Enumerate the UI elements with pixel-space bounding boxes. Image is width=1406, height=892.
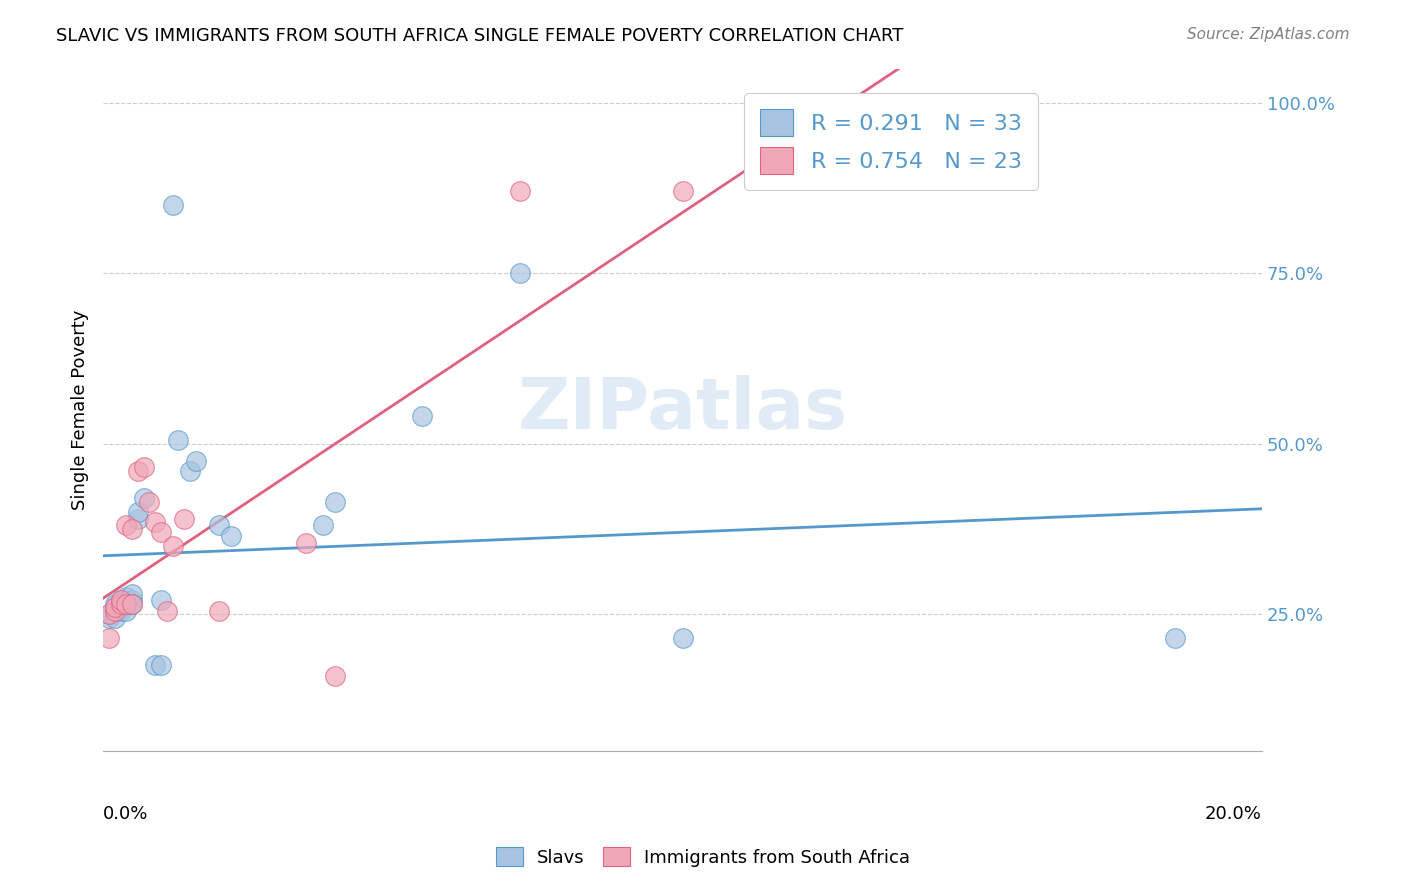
Point [121,522,143,536]
Point [138,494,160,508]
Point [110,593,132,607]
Point [110,604,132,618]
Point [104,610,127,624]
Point [110,597,132,611]
Point [208,518,231,533]
Point [104,600,127,615]
Point [104,600,127,615]
Point [104,604,127,618]
Point [173,511,195,525]
Text: 0.0%: 0.0% [103,805,149,823]
Y-axis label: Single Female Poverty: Single Female Poverty [72,310,89,509]
Point [295,535,318,549]
Point [671,631,693,645]
Point [509,184,531,198]
Point [150,593,173,607]
Point [121,597,143,611]
Point [162,198,184,212]
Point [411,409,433,424]
Point [110,595,132,609]
Point [509,266,531,280]
Point [115,597,138,611]
Legend: Slavs, Immigrants from South Africa: Slavs, Immigrants from South Africa [488,840,918,874]
Point [121,587,143,601]
Point [127,505,149,519]
Text: Source: ZipAtlas.com: Source: ZipAtlas.com [1187,27,1350,42]
Point [150,525,173,540]
Legend: R = 0.291   N = 33, R = 0.754   N = 23: R = 0.291 N = 33, R = 0.754 N = 23 [745,94,1038,190]
Point [208,604,231,618]
Point [97,610,120,624]
Point [184,453,207,467]
Point [115,604,138,618]
Point [179,464,201,478]
Point [97,631,120,645]
Point [1164,631,1187,645]
Point [323,668,346,682]
Text: 20.0%: 20.0% [1205,805,1263,823]
Point [115,518,138,533]
Point [162,539,184,553]
Point [104,597,127,611]
Point [132,491,155,506]
Point [132,460,155,475]
Point [167,434,190,448]
Point [97,607,120,621]
Point [323,494,346,508]
Text: SLAVIC VS IMMIGRANTS FROM SOUTH AFRICA SINGLE FEMALE POVERTY CORRELATION CHART: SLAVIC VS IMMIGRANTS FROM SOUTH AFRICA S… [56,27,904,45]
Point [143,658,166,673]
Point [115,597,138,611]
Point [110,593,132,607]
Text: ZIPatlas: ZIPatlas [517,375,848,444]
Point [115,590,138,604]
Point [97,607,120,621]
Point [150,658,173,673]
Point [312,518,335,533]
Point [671,184,693,198]
Point [127,464,149,478]
Point [110,600,132,615]
Point [127,511,149,525]
Point [156,604,179,618]
Point [121,593,143,607]
Point [219,529,242,543]
Point [121,597,143,611]
Point [143,515,166,529]
